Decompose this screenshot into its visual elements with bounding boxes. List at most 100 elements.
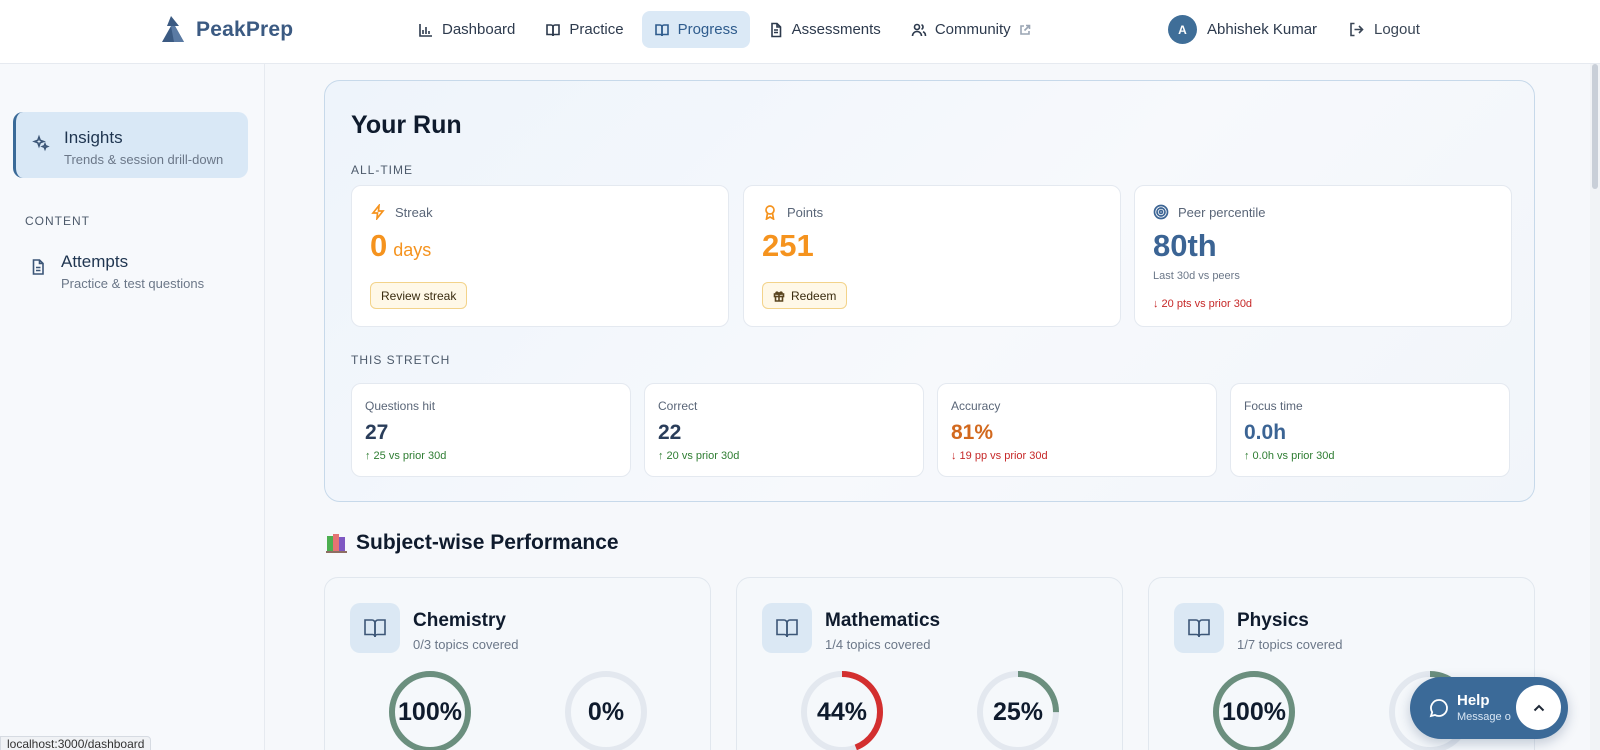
progress-ring <box>1213 671 1295 750</box>
subject-card-chemistry[interactable]: Chemistry 0/3 topics covered 100% 0% <box>324 577 711 750</box>
chevron-up-icon <box>1533 704 1544 711</box>
sidebar-item-attempts[interactable]: Attempts Practice & test questions <box>13 236 248 302</box>
percentile-label: Peer percentile <box>1178 204 1266 220</box>
book-open-icon <box>654 23 669 36</box>
book-open-icon <box>1188 619 1210 638</box>
accuracy-card: Accuracy 81% ↓ 19 pp vs prior 30d <box>937 383 1217 477</box>
user-name: Abhishek Kumar <box>1207 21 1318 38</box>
nav-dashboard[interactable]: Dashboard <box>406 11 527 48</box>
nav-label: Dashboard <box>442 21 516 38</box>
peak-logo-icon <box>162 16 184 42</box>
sidebar-item-title: Insights <box>64 128 123 147</box>
chat-icon <box>1429 699 1448 718</box>
subject-name: Physics <box>1237 610 1309 631</box>
nav-label: Assessments <box>791 21 881 38</box>
percentile-delta: ↓ 20 pts vs prior 30d <box>1153 298 1253 310</box>
target-icon <box>1153 204 1169 220</box>
help-widget[interactable]: Help Message ou <box>1410 677 1568 739</box>
points-header: Points <box>762 204 823 220</box>
streak-unit: days <box>393 240 432 260</box>
redeem-button[interactable]: Redeem <box>762 282 848 309</box>
progress-ring <box>389 671 471 750</box>
subject-icon <box>350 603 400 653</box>
brand-name: PeakPrep <box>196 18 294 41</box>
progress-ring <box>977 671 1059 750</box>
mini-label: Accuracy <box>951 399 1001 413</box>
streak-number: 0 <box>370 228 388 263</box>
questions-hit-card: Questions hit 27 ↑ 25 vs prior 30d <box>351 383 631 477</box>
ring-track <box>565 671 647 750</box>
nav-label: Progress <box>677 21 738 38</box>
mini-delta: ↑ 0.0h vs prior 30d <box>1244 450 1335 462</box>
help-title: Help <box>1457 692 1490 709</box>
review-streak-label: Review streak <box>381 288 457 303</box>
logout-label: Logout <box>1374 21 1420 38</box>
ring-progress <box>1389 671 1471 750</box>
sparkles-icon <box>32 134 50 152</box>
scrollbar-thumb[interactable] <box>1592 64 1598 189</box>
nav-label: Community <box>934 21 1011 38</box>
file-text-icon <box>32 259 44 275</box>
subject-card-mathematics[interactable]: Mathematics 1/4 topics covered 44% 25% <box>736 577 1123 750</box>
percentile-value: 80th <box>1153 228 1217 263</box>
review-streak-button[interactable]: Review streak <box>370 282 468 309</box>
progress-ring <box>565 671 647 750</box>
sidebar-item-title: Attempts <box>61 252 129 271</box>
logout-icon <box>1350 22 1364 37</box>
ring-progress <box>389 671 471 750</box>
book-open-icon <box>364 619 386 638</box>
gift-icon <box>773 290 785 302</box>
mini-delta: ↑ 25 vs prior 30d <box>365 450 447 462</box>
mini-value: 0.0h <box>1244 421 1287 444</box>
sidebar: Insights Trends & session drill-down CON… <box>0 64 265 750</box>
subject-sub: 1/7 topics covered <box>1237 637 1343 652</box>
brand-logo[interactable]: PeakPrep <box>158 14 293 46</box>
streak-header: Streak <box>370 204 433 220</box>
sidebar-item-insights[interactable]: Insights Trends & session drill-down <box>13 112 248 178</box>
mini-value: 27 <box>365 421 389 444</box>
subject-icon <box>1174 603 1224 653</box>
nav-label: Practice <box>569 21 624 38</box>
logout-button[interactable]: Logout <box>1348 15 1420 44</box>
subject-title-text: Subject-wise Performance <box>356 531 619 554</box>
users-icon <box>911 23 927 36</box>
redeem-label: Redeem <box>791 288 837 303</box>
nav-assessments[interactable]: Assessments <box>756 11 893 48</box>
points-card: Points 251 Redeem <box>743 185 1121 327</box>
lightning-icon <box>371 204 385 220</box>
mini-value: 22 <box>658 421 682 444</box>
mini-value: 81% <box>951 421 994 444</box>
ring-label: 25% <box>992 697 1044 726</box>
scrollbar[interactable] <box>1590 64 1600 750</box>
bar-chart-icon <box>419 23 432 37</box>
subject-icon <box>762 603 812 653</box>
points-label: Points <box>787 204 824 220</box>
book-open-icon <box>546 23 561 36</box>
focus-time-card: Focus time 0.0h ↑ 0.0h vs prior 30d <box>1230 383 1510 477</box>
nav-community[interactable]: Community <box>899 11 1043 48</box>
ring-progress <box>977 671 1059 750</box>
external-link-icon <box>1019 24 1030 35</box>
sidebar-item-subtitle: Trends & session drill-down <box>64 152 224 167</box>
user-menu[interactable]: A Abhishek Kumar <box>1168 15 1317 44</box>
scroll-top-button[interactable] <box>1516 685 1561 730</box>
subject-sub: 1/4 topics covered <box>825 637 931 652</box>
stretch-label: THIS STRETCH <box>351 353 451 367</box>
subject-sub: 0/3 topics covered <box>413 637 519 652</box>
main-nav: Dashboard Practice Progress Assessments … <box>406 11 1043 48</box>
points-value: 251 <box>762 228 814 263</box>
nav-progress[interactable]: Progress <box>641 11 750 48</box>
nav-practice[interactable]: Practice <box>533 11 635 48</box>
ring-label: 0% <box>587 697 625 726</box>
award-icon <box>765 205 775 220</box>
streak-card: Streak 0 days Review streak <box>351 185 729 327</box>
run-title: Your Run <box>351 111 462 139</box>
mini-label: Focus time <box>1244 399 1303 413</box>
your-run-card: Your Run ALL-TIME Streak 0 days Review st… <box>324 80 1535 502</box>
streak-value: 0 days <box>370 228 431 264</box>
ring-progress <box>1213 671 1295 750</box>
subject-name: Mathematics <box>825 610 941 631</box>
progress-ring <box>801 671 883 750</box>
mini-label: Correct <box>658 399 698 413</box>
ring-label: 44% <box>816 697 868 726</box>
